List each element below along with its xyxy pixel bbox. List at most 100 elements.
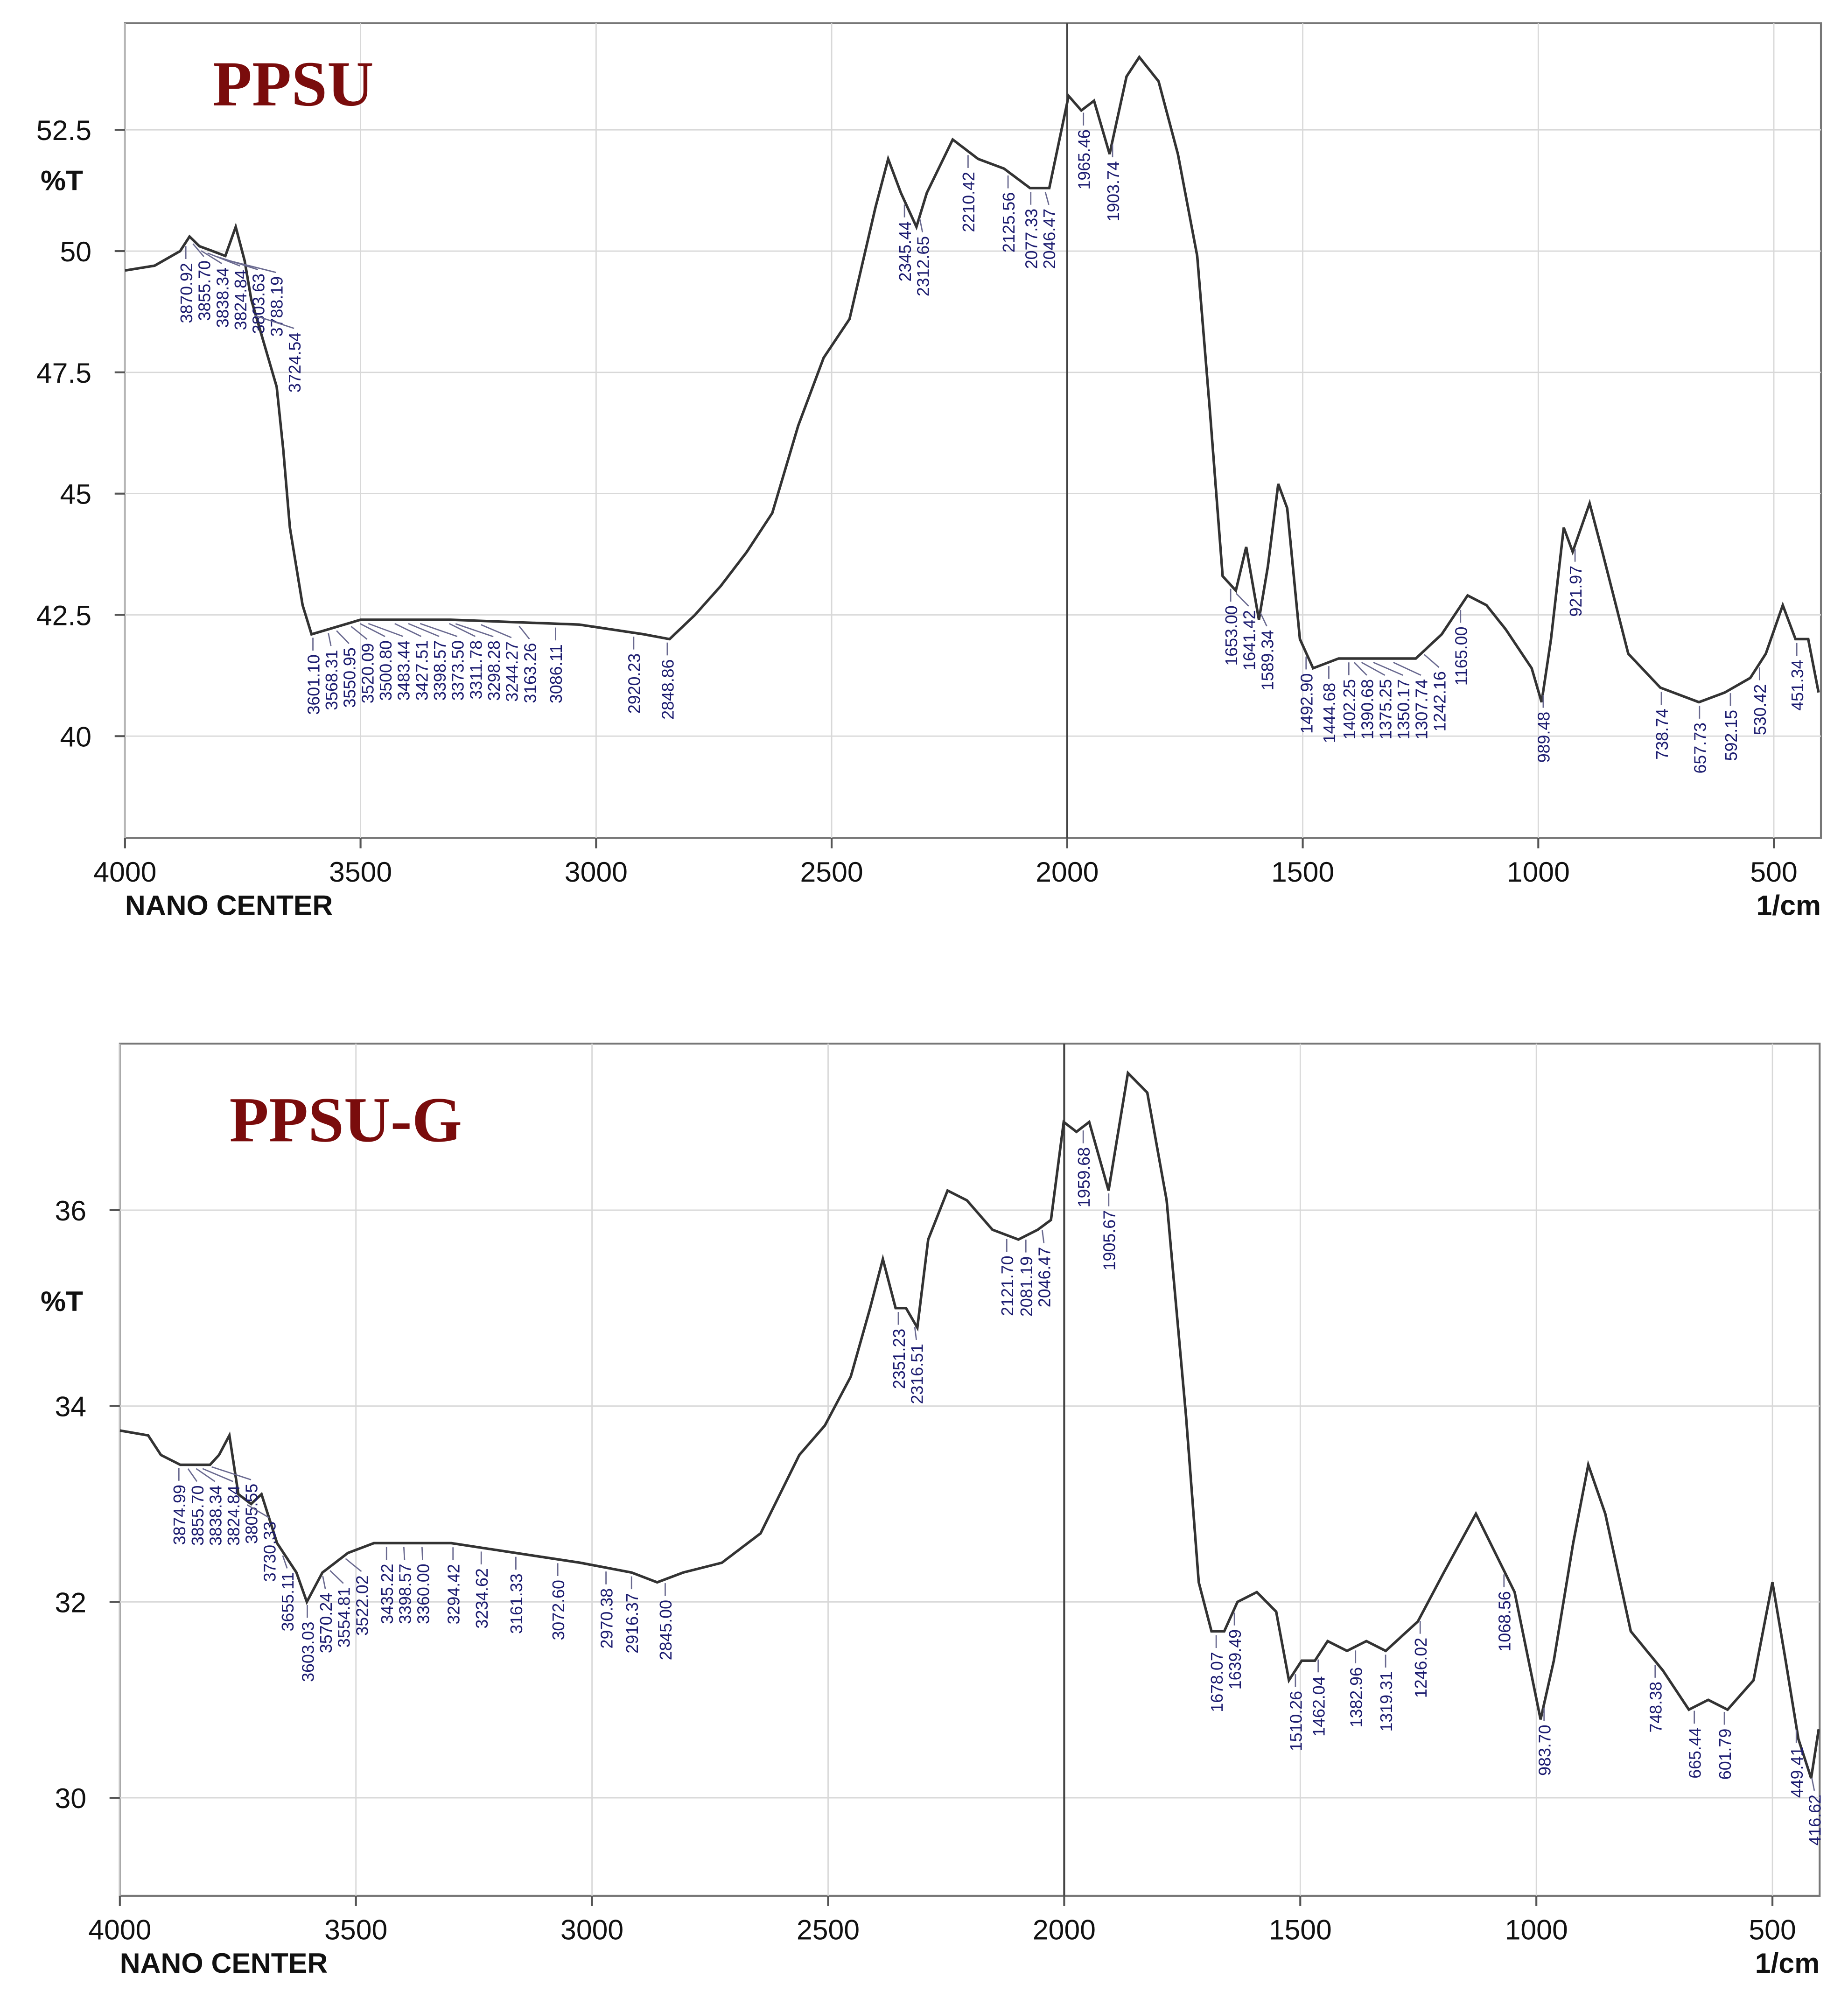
peak-label: 3570.24	[317, 1593, 336, 1653]
peak-label: 1350.17	[1394, 679, 1413, 739]
spectrum-line	[125, 55, 1820, 704]
peak-label: 530.42	[1751, 684, 1770, 735]
peak-leader	[1373, 661, 1403, 676]
peak-leader	[282, 1555, 288, 1569]
peak-label: 1492.90	[1297, 673, 1316, 734]
peak-label: 3824.84	[231, 270, 250, 330]
peak-leader	[914, 1327, 917, 1340]
peak-leader	[518, 625, 530, 640]
peak-leader	[192, 243, 204, 257]
peak-label: 3244.27	[503, 641, 522, 701]
peak-label: 3163.26	[521, 643, 539, 703]
y-axis-label: %T	[41, 1285, 83, 1317]
peak-label: 3655.11	[279, 1572, 297, 1632]
peak-leader	[322, 1576, 326, 1589]
chart-panel: 4000 3500 3000 2500 2000 1500 1000 500 36 34 32 30%…	[41, 1043, 1825, 1979]
peak-label: 989.48	[1535, 712, 1554, 763]
peak-leader	[455, 623, 494, 638]
peak-label: 2970.38	[597, 1588, 616, 1648]
chart-title: PPSU	[213, 48, 374, 119]
peak-label: 451.34	[1788, 659, 1807, 710]
peak-label: 449.41	[1788, 1747, 1806, 1798]
y-tick-label: 45	[60, 478, 92, 510]
peak-label: 1246.02	[1412, 1638, 1430, 1698]
peak-label: 3603.03	[299, 1622, 317, 1682]
peak-label: 3874.99	[170, 1485, 189, 1545]
peak-label: 416.62	[1806, 1795, 1825, 1845]
peak-label: 983.70	[1535, 1725, 1554, 1775]
peak-label: 3601.10	[304, 654, 323, 715]
peak-label: 2077.33	[1022, 209, 1041, 269]
peak-label: 1641.42	[1240, 610, 1259, 670]
peak-label: 3788.19	[267, 276, 286, 337]
peak-label: 3161.33	[507, 1574, 526, 1634]
peak-leader	[1393, 661, 1421, 676]
peak-leader	[1423, 654, 1440, 668]
chart-title: PPSU-G	[230, 1084, 462, 1156]
peak-label: 2920.23	[625, 653, 644, 714]
peak-label: 3855.70	[189, 1486, 207, 1546]
peak-leader	[211, 1466, 252, 1480]
peak-leader	[246, 1504, 270, 1518]
peak-label: 3520.09	[358, 643, 377, 703]
peak-label: 1903.74	[1104, 161, 1123, 221]
peak-label: 3724.54	[286, 332, 304, 393]
peak-label: 2125.56	[1000, 192, 1018, 252]
peak-leader	[1235, 593, 1249, 607]
peak-label: 2210.42	[959, 172, 978, 232]
x-tick-label: 1500	[1269, 1914, 1332, 1946]
peak-label: 1510.26	[1287, 1691, 1306, 1751]
x-tick-label: 3000	[565, 856, 628, 888]
peak-label: 1444.68	[1320, 683, 1339, 743]
x-tick-label: 2000	[1036, 856, 1099, 888]
peak-label: 2351.23	[890, 1329, 909, 1389]
peak-label: 748.38	[1647, 1682, 1666, 1732]
x-tick-label: 1000	[1507, 856, 1570, 888]
peak-leader	[360, 623, 385, 638]
x-tick-label: 2000	[1033, 1914, 1096, 1946]
peak-leader	[420, 623, 458, 637]
peak-label: 1307.74	[1413, 679, 1431, 739]
peak-leader	[368, 623, 404, 637]
peak-label: 3824.84	[224, 1486, 243, 1546]
peak-label: 1390.68	[1358, 679, 1377, 739]
x-tick-label: 4000	[88, 1914, 151, 1946]
peak-leader	[202, 1468, 233, 1482]
peak-label: 3522.02	[353, 1575, 371, 1635]
x-tick-label: 1500	[1271, 856, 1334, 888]
peak-leader	[196, 1468, 216, 1482]
peak-leader	[329, 1570, 344, 1584]
peak-leader	[187, 1468, 198, 1482]
peak-label: 3550.95	[341, 647, 359, 708]
x-tick-label: 2500	[800, 856, 863, 888]
peak-label: 2046.47	[1040, 209, 1059, 269]
peak-label: 3298.28	[485, 640, 504, 701]
peak-label: 3360.00	[414, 1563, 433, 1624]
y-tick-label: 36	[55, 1195, 86, 1227]
peak-label: 2345.44	[896, 221, 915, 281]
peak-label: 1382.96	[1347, 1667, 1365, 1727]
peak-leader	[207, 252, 240, 267]
peak-label: 1319.31	[1377, 1671, 1396, 1732]
peak-label: 3554.81	[335, 1587, 354, 1647]
peak-label: 3373.50	[449, 640, 468, 701]
annotation: NANO CENTER	[120, 1947, 328, 1979]
peak-label: 657.73	[1691, 722, 1710, 773]
peak-label: 2046.47	[1036, 1247, 1054, 1307]
peak-label: 3086.11	[547, 644, 566, 703]
peak-label: 2848.86	[659, 659, 678, 720]
peak-label: 1375.25	[1376, 679, 1395, 739]
x-tick-label: 3500	[324, 1914, 387, 1946]
peak-label: 738.74	[1653, 708, 1672, 759]
peak-leader	[328, 633, 332, 646]
peak-label: 2312.65	[914, 236, 933, 296]
peak-label: 2845.00	[657, 1600, 675, 1660]
peak-leader	[350, 626, 368, 640]
x-axis-label: 1/cm	[1757, 890, 1821, 921]
peak-label: 3500.80	[377, 640, 395, 701]
peak-label: 1639.49	[1226, 1629, 1245, 1690]
y-tick-label: 34	[55, 1391, 86, 1423]
x-tick-label: 3000	[560, 1914, 623, 1946]
peak-label: 1678.07	[1208, 1652, 1226, 1712]
